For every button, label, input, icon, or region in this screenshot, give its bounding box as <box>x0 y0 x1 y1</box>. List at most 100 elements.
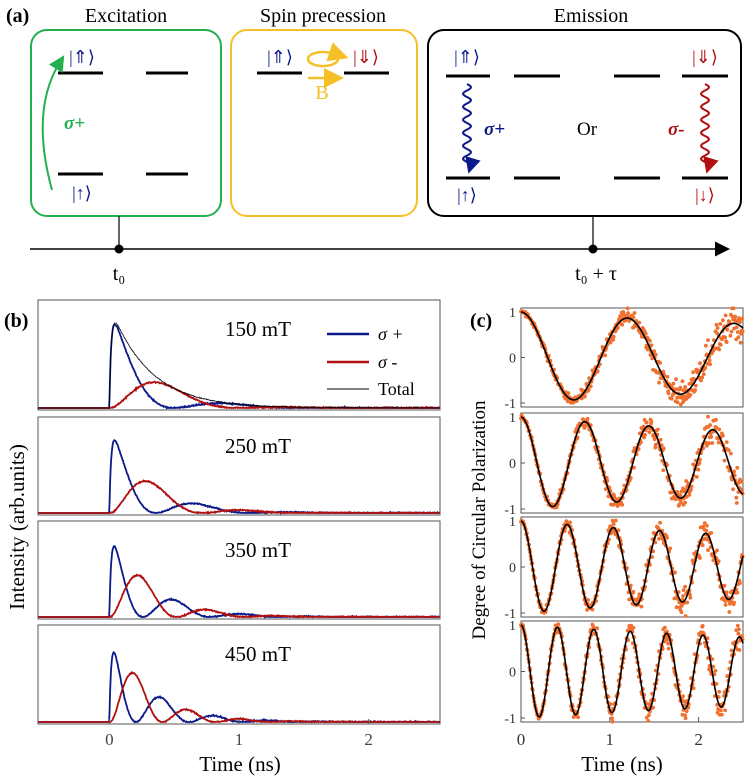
dcp-point <box>657 380 661 385</box>
dcp-point <box>700 624 705 628</box>
dcp-point <box>610 518 615 523</box>
time-marker-end <box>588 244 598 254</box>
emission-wavy-blue <box>461 83 481 174</box>
dcp-point <box>739 479 744 484</box>
dcp-point <box>723 603 728 607</box>
dcp-point <box>696 467 701 472</box>
series-line-sigma-minus <box>38 670 440 724</box>
dcp-point <box>724 440 729 444</box>
y-tick-label: 1 <box>509 515 516 530</box>
dcp-point <box>709 435 714 439</box>
panel-b-legend: σ + σ - Total <box>327 324 415 399</box>
x-tick-label: 0 <box>517 730 526 749</box>
time-marker-start <box>114 244 124 254</box>
dcp-point <box>643 331 648 336</box>
dcp-point <box>620 503 625 507</box>
dcp-point <box>648 339 652 343</box>
dcp-point <box>691 686 696 691</box>
dcp-point <box>566 391 571 396</box>
series-line-sigma-minus <box>38 573 440 619</box>
y-tick-label: 1 <box>509 306 516 321</box>
dcp-point <box>647 430 652 435</box>
panel-b-label: (b) <box>4 310 28 332</box>
dcp-point <box>709 531 714 535</box>
dcp-point <box>694 475 699 479</box>
dcp-point <box>674 377 678 382</box>
field-label: 250 mT <box>225 434 291 458</box>
dcp-point <box>740 329 745 334</box>
panel-b-subplots: 150 mT 250 mT 350 mT 450 mT <box>37 299 441 725</box>
dcp-point <box>672 596 677 601</box>
dcp-point <box>556 622 561 627</box>
dcp-point <box>683 713 687 718</box>
dcp-point <box>695 451 700 455</box>
dcp-point <box>583 394 587 398</box>
panel-a-label: (a) <box>6 5 29 27</box>
legend-label-total: Total <box>378 379 415 399</box>
dcp-point <box>661 446 666 451</box>
dcp-point <box>729 329 734 334</box>
dcp-point <box>708 362 712 367</box>
legend-label-sigma-plus: σ + <box>378 324 404 344</box>
dcp-point <box>658 437 663 442</box>
dcp-point <box>708 423 712 427</box>
field-label: 350 mT <box>225 538 291 562</box>
dcp-point <box>717 347 722 352</box>
dcp-point <box>733 314 738 319</box>
dcp-point <box>720 712 724 717</box>
dcp-point <box>701 524 706 529</box>
dcp-point <box>683 716 688 721</box>
dcp-point <box>738 320 742 324</box>
x-tick-label: 2 <box>694 730 703 749</box>
emission-title: Emission <box>554 5 628 27</box>
dcp-point <box>711 664 716 669</box>
dcp-point <box>729 648 734 653</box>
dcp-point <box>682 703 687 708</box>
dcp-point <box>641 424 646 429</box>
dcp-point <box>616 325 620 330</box>
dcp-fit-line <box>520 520 744 612</box>
dcp-point <box>674 387 679 392</box>
dcp-point <box>688 595 693 600</box>
dcp-point <box>650 555 654 559</box>
dcp-point <box>706 548 710 552</box>
y-tick-label: -1 <box>504 712 516 727</box>
dcp-point <box>722 690 727 694</box>
excitation-box <box>30 29 222 217</box>
dcp-point <box>723 313 728 318</box>
dcp-point <box>713 668 718 673</box>
dcp-point <box>683 584 687 589</box>
dcp-point <box>678 385 683 390</box>
dcp-subplot: 1 0 -1 <box>504 411 745 518</box>
dcp-subplot: 1 0 -1 <box>504 306 745 412</box>
dcp-point <box>704 440 708 445</box>
precession-state-down: |⇓⟩ <box>353 47 379 67</box>
emission-or: Or <box>577 119 598 140</box>
dcp-point <box>691 370 695 375</box>
dcp-point <box>730 477 734 482</box>
dcp-point <box>715 548 719 553</box>
dcp-point <box>735 623 740 628</box>
excitation-sigma-plus: σ+ <box>64 113 85 134</box>
dcp-point <box>698 457 702 462</box>
dcp-point <box>735 330 740 334</box>
y-tick-label: -1 <box>504 397 516 412</box>
dcp-point <box>611 338 616 342</box>
dcp-point <box>703 365 708 370</box>
time-end-label: t₀ + τ <box>575 263 617 285</box>
y-tick-label: 1 <box>509 619 516 634</box>
dcp-point <box>674 605 679 610</box>
y-tick-label: -1 <box>504 607 516 622</box>
dcp-point <box>734 325 739 330</box>
dcp-point <box>734 495 739 500</box>
dcp-point <box>718 322 723 326</box>
y-tick-label: -1 <box>504 503 516 518</box>
y-tick-label: 0 <box>509 666 516 681</box>
dcp-point <box>725 327 730 332</box>
dcp-subplot: 1 0 -1 <box>504 619 745 727</box>
dcp-point <box>573 429 578 434</box>
dcp-point <box>714 682 719 686</box>
dcp-point <box>735 590 740 595</box>
dcp-fit-line <box>520 416 744 508</box>
dcp-point <box>626 311 630 315</box>
